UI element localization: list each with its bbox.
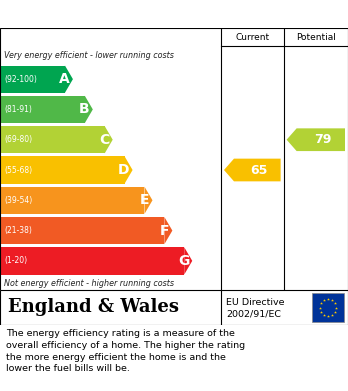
Bar xyxy=(312,293,344,322)
Text: (39-54): (39-54) xyxy=(4,196,32,205)
Text: 2002/91/EC: 2002/91/EC xyxy=(226,309,281,318)
Polygon shape xyxy=(125,156,133,184)
Text: Current: Current xyxy=(235,32,269,41)
Text: (1-20): (1-20) xyxy=(4,256,27,265)
Text: (69-80): (69-80) xyxy=(4,135,32,144)
Text: England & Wales: England & Wales xyxy=(8,298,179,316)
Polygon shape xyxy=(65,66,73,93)
Text: Not energy efficient - higher running costs: Not energy efficient - higher running co… xyxy=(4,278,174,287)
Polygon shape xyxy=(164,217,172,244)
Text: EU Directive: EU Directive xyxy=(226,298,284,307)
Bar xyxy=(0,66,65,93)
Polygon shape xyxy=(144,187,152,214)
Polygon shape xyxy=(224,159,280,181)
Text: 79: 79 xyxy=(314,133,332,146)
Text: (21-38): (21-38) xyxy=(4,226,32,235)
Text: Energy Efficiency Rating: Energy Efficiency Rating xyxy=(8,7,191,20)
Bar xyxy=(0,187,144,214)
Text: (81-91): (81-91) xyxy=(4,105,32,114)
Bar xyxy=(0,96,85,123)
Bar xyxy=(0,247,184,274)
Polygon shape xyxy=(184,247,192,274)
Bar xyxy=(0,126,105,153)
Text: (55-68): (55-68) xyxy=(4,165,32,174)
Text: Potential: Potential xyxy=(296,32,336,41)
Polygon shape xyxy=(105,126,113,153)
Text: C: C xyxy=(100,133,110,147)
Text: E: E xyxy=(140,193,150,207)
Text: F: F xyxy=(160,224,169,238)
Text: B: B xyxy=(79,102,90,117)
Text: D: D xyxy=(118,163,129,177)
Text: The energy efficiency rating is a measure of the
overall efficiency of a home. T: The energy efficiency rating is a measur… xyxy=(6,329,245,373)
Text: 65: 65 xyxy=(251,163,268,176)
Bar xyxy=(0,217,164,244)
Polygon shape xyxy=(85,96,93,123)
Bar xyxy=(0,156,125,184)
Polygon shape xyxy=(287,128,345,151)
Text: Very energy efficient - lower running costs: Very energy efficient - lower running co… xyxy=(4,52,174,61)
Text: G: G xyxy=(178,254,189,268)
Text: A: A xyxy=(59,72,70,86)
Text: (92-100): (92-100) xyxy=(4,75,37,84)
